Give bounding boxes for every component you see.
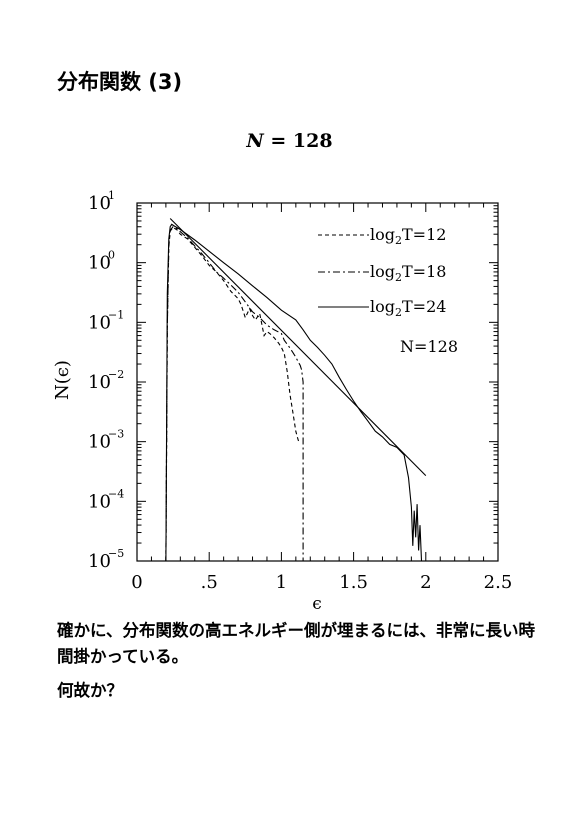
y-tick-exponent: −5	[108, 547, 124, 560]
y-tick-label: 10	[88, 551, 111, 572]
series-fit	[169, 218, 427, 476]
y-tick-exponent: −4	[108, 487, 124, 500]
y-tick-label: 10	[88, 372, 111, 393]
chart-subtitle: N = 128	[0, 130, 579, 152]
x-tick-label: 0	[131, 572, 142, 593]
series-group	[164, 218, 427, 562]
y-tick-label: 10	[88, 253, 111, 274]
subtitle-variable: N	[246, 130, 264, 152]
legend-label: log2T=24	[370, 297, 446, 319]
x-tick-label: 1	[276, 572, 287, 593]
axis-ticks	[136, 202, 499, 562]
series-log2t-12	[165, 226, 300, 562]
legend: log2T=12 log2T=18 log2T=24	[318, 225, 446, 319]
y-tick-label: 10	[88, 491, 111, 512]
y-tick-label: 10	[88, 432, 111, 453]
x-tick-labels: 0 .5 1 1.5 2 2.5	[131, 572, 512, 593]
legend-note: N=128	[400, 337, 458, 356]
page-heading: 分布関数 (3)	[57, 70, 183, 94]
x-tick-label: 2	[420, 572, 431, 593]
y-axis-label: N(ϵ)	[52, 360, 73, 400]
plot-frame	[136, 202, 499, 562]
x-axis-label: ϵ	[312, 594, 322, 610]
y-tick-label: 10	[88, 193, 111, 214]
series-log2t-18	[164, 226, 304, 562]
legend-label: log2T=18	[370, 262, 446, 284]
y-tick-exponent: 1	[108, 189, 115, 202]
y-tick-label: 10	[88, 312, 111, 333]
x-tick-label: 2.5	[484, 572, 513, 593]
paragraph-question: 何故か？	[57, 681, 123, 700]
x-tick-label: .5	[201, 572, 218, 593]
y-tick-exponent: −1	[108, 308, 124, 321]
subtitle-value: = 128	[263, 130, 333, 152]
y-tick-exponent: −2	[108, 368, 124, 381]
x-tick-label: 1.5	[339, 572, 368, 593]
y-tick-exponent: 0	[108, 249, 115, 262]
legend-label: log2T=12	[370, 225, 446, 247]
y-tick-exponent: −3	[108, 428, 124, 441]
paragraph-observation: 確かに、分布関数の高エネルギー側が埋まるには、非常に長い時間掛かっている。	[57, 621, 536, 666]
